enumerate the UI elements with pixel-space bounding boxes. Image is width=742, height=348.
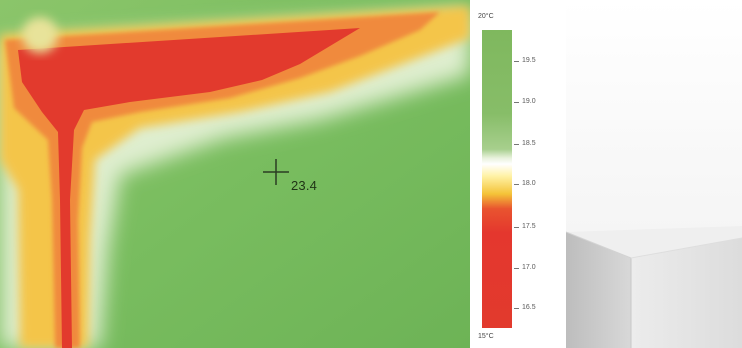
scale-tick: 19.5 [514, 57, 536, 64]
room-corner-illustration [566, 0, 742, 348]
crosshair-icon [263, 159, 289, 185]
scale-tick: 19.0 [514, 98, 536, 105]
thermal-hotspot [22, 17, 58, 53]
scale-min-label: 15°C [478, 333, 494, 340]
color-scale: 20°C 19.5 19.0 18.5 18.0 17.5 17.0 16.5 … [470, 0, 566, 348]
scale-tick: 16.5 [514, 304, 536, 311]
thermal-cold-bridge [18, 28, 360, 348]
thermal-image: 23.4 [0, 0, 470, 348]
scale-tick: 17.0 [514, 264, 536, 271]
room-corner-photo [566, 0, 742, 348]
scale-tick: 17.5 [514, 223, 536, 230]
spot-temperature-reading: 23.4 [291, 178, 318, 193]
scale-tick: 18.5 [514, 140, 536, 147]
thermal-heatmap [0, 0, 470, 348]
scale-tick: 18.0 [514, 180, 536, 187]
scale-gradient-bar [482, 30, 512, 328]
scale-max-label: 20°C [478, 13, 494, 20]
